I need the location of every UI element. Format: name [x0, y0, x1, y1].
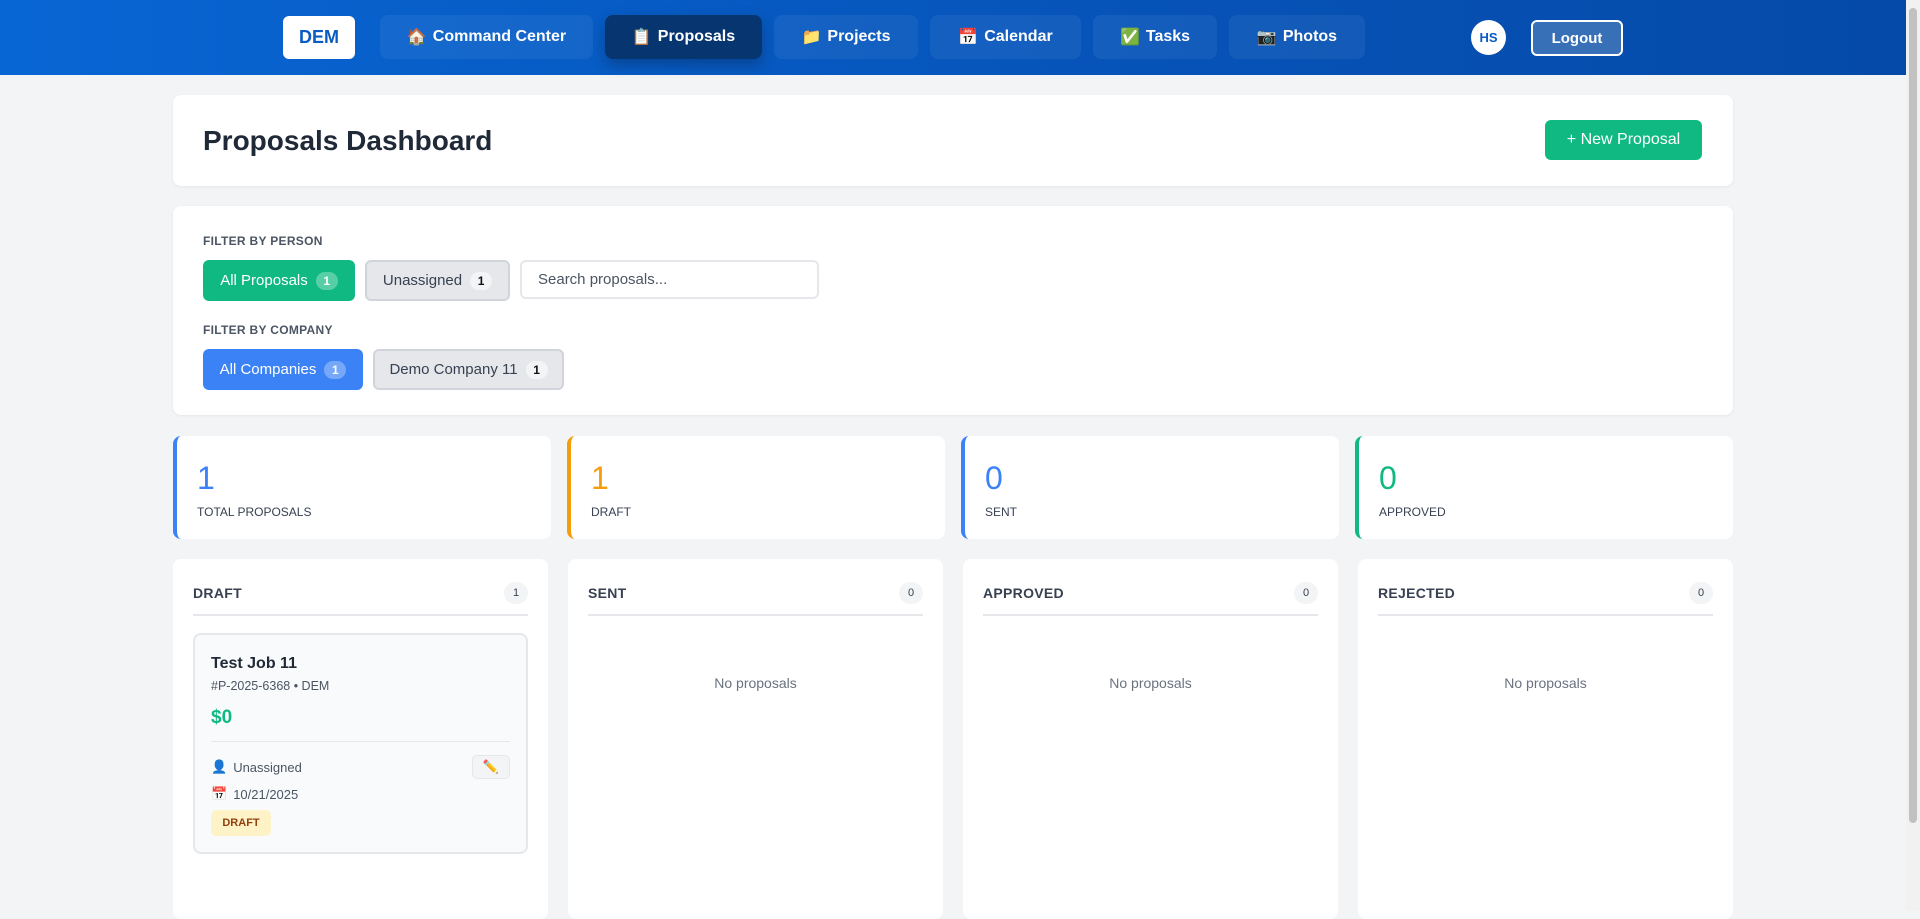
filter-unassigned[interactable]: Unassigned 1	[365, 260, 510, 301]
stat-value: 1	[591, 460, 609, 496]
divider	[211, 741, 510, 742]
folder-icon: 📁	[801, 29, 822, 46]
stat-sent: 0 SENT	[961, 436, 1339, 539]
filter-all-companies[interactable]: All Companies 1	[203, 349, 363, 390]
search-input[interactable]	[520, 260, 819, 299]
nav-projects[interactable]: 📁 Projects	[774, 15, 918, 59]
stat-label: DRAFT	[591, 505, 631, 519]
column-rejected: REJECTED 0 No proposals	[1358, 559, 1733, 919]
nav-proposals[interactable]: 📋 Proposals	[605, 15, 762, 59]
filter-label: Demo Company 11	[389, 361, 518, 378]
camera-icon: 📷	[1256, 29, 1277, 46]
edit-button[interactable]: ✏️	[472, 755, 510, 779]
checkbox-icon: ✅	[1119, 29, 1140, 46]
stat-label: APPROVED	[1379, 505, 1446, 519]
column-count: 1	[504, 582, 528, 604]
column-draft: DRAFT 1 Test Job 11 #P-2025-6368 • DEM $…	[173, 559, 548, 919]
filter-label: Unassigned	[382, 272, 463, 289]
nav-label: Calendar	[984, 28, 1053, 45]
filter-all-proposals[interactable]: All Proposals 1	[203, 260, 355, 301]
nav-tasks[interactable]: ✅ Tasks	[1093, 15, 1217, 59]
proposal-amount: $0	[211, 707, 233, 728]
proposal-title: Test Job 11	[211, 655, 297, 672]
divider	[193, 614, 528, 616]
count-badge: 1	[525, 360, 548, 379]
nav-label: Tasks	[1145, 28, 1191, 45]
top-navbar: DEM 🏠 Command Center 📋 Proposals 📁 Projects…	[0, 0, 1906, 75]
proposal-date: 📅 10/21/2025	[211, 786, 298, 802]
stat-total: 1 TOTAL PROPOSALS	[173, 436, 551, 539]
stat-value: 0	[1379, 460, 1397, 496]
stat-value: 1	[197, 460, 215, 496]
column-count: 0	[1294, 582, 1318, 604]
column-title: SENT	[588, 585, 627, 601]
user-icon: 👤	[211, 759, 228, 774]
column-title: DRAFT	[193, 585, 242, 601]
column-approved: APPROVED 0 No proposals	[963, 559, 1338, 919]
assignee-text: Unassigned	[233, 759, 302, 775]
scrollbar[interactable]	[1906, 0, 1920, 911]
column-count: 0	[1689, 582, 1713, 604]
empty-state: No proposals	[1109, 675, 1192, 691]
column-title: REJECTED	[1378, 585, 1456, 601]
nav-label: Proposals	[657, 28, 736, 45]
nav-photos[interactable]: 📷 Photos	[1229, 15, 1365, 59]
home-icon: 🏠	[406, 29, 427, 46]
empty-state: No proposals	[1504, 675, 1587, 691]
status-badge: DRAFT	[211, 810, 271, 836]
page-title: Proposals Dashboard	[203, 125, 493, 156]
nav-label: Projects	[827, 28, 891, 45]
stat-draft: 1 DRAFT	[567, 436, 945, 539]
logout-button[interactable]: Logout	[1531, 20, 1623, 56]
proposal-assignee: 👤 Unassigned	[211, 759, 302, 775]
stat-value: 0	[985, 460, 1003, 496]
filter-person-label: FILTER BY PERSON	[203, 234, 323, 248]
column-sent: SENT 0 No proposals	[568, 559, 943, 919]
calendar-icon: 📅	[211, 786, 228, 801]
nav-label: Photos	[1282, 28, 1338, 45]
new-proposal-button[interactable]: + New Proposal	[1545, 120, 1702, 160]
filter-demo-company[interactable]: Demo Company 11 1	[373, 349, 564, 390]
proposal-card[interactable]: Test Job 11 #P-2025-6368 • DEM $0 👤 Unass…	[193, 633, 528, 854]
stat-approved: 0 APPROVED	[1355, 436, 1733, 539]
empty-state: No proposals	[714, 675, 797, 691]
stat-label: TOTAL PROPOSALS	[197, 505, 312, 519]
nav-label: Command Center	[432, 28, 567, 45]
divider	[983, 614, 1318, 616]
filter-label: All Companies	[219, 361, 317, 378]
stat-label: SENT	[985, 505, 1018, 519]
company-logo[interactable]: DEM	[283, 16, 355, 59]
user-avatar[interactable]: HS	[1471, 20, 1506, 55]
header-card: Proposals Dashboard + New Proposal	[173, 95, 1733, 186]
scrollbar-thumb[interactable]	[1909, 8, 1917, 823]
divider	[1378, 614, 1713, 616]
proposal-number: #P-2025-6368 • DEM	[211, 679, 330, 693]
count-badge: 1	[315, 271, 338, 290]
filter-company-label: FILTER BY COMPANY	[203, 323, 333, 337]
filter-card: FILTER BY PERSON All Proposals 1 Unassign…	[173, 206, 1733, 415]
calendar-icon: 📅	[958, 29, 979, 46]
pencil-icon: ✏️	[482, 759, 500, 774]
date-text: 10/21/2025	[233, 786, 299, 802]
divider	[588, 614, 923, 616]
clipboard-icon: 📋	[631, 29, 652, 46]
count-badge: 1	[324, 360, 347, 379]
nav-calendar[interactable]: 📅 Calendar	[930, 15, 1081, 59]
nav-command-center[interactable]: 🏠 Command Center	[380, 15, 593, 59]
filter-label: All Proposals	[220, 272, 308, 289]
column-title: APPROVED	[983, 585, 1064, 601]
count-badge: 1	[470, 271, 493, 290]
column-count: 0	[899, 582, 923, 604]
